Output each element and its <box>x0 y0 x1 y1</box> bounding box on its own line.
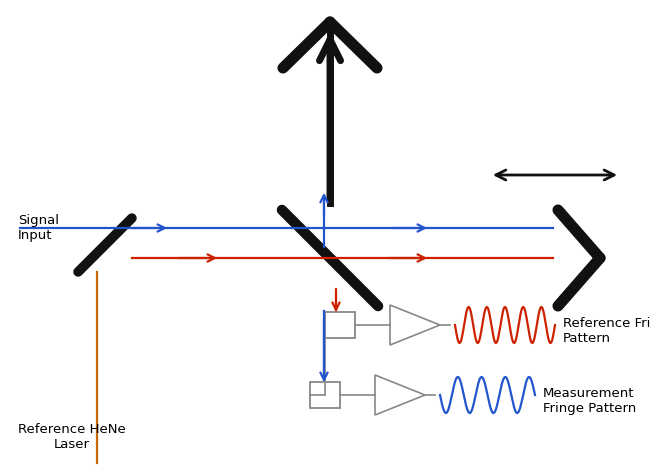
Text: Signal
Input: Signal Input <box>18 214 59 242</box>
Text: Measurement
Fringe Pattern: Measurement Fringe Pattern <box>543 387 636 415</box>
Bar <box>325 312 355 338</box>
Bar <box>310 382 340 408</box>
Text: Reference Fringe
Pattern: Reference Fringe Pattern <box>563 317 650 345</box>
Text: Reference HeNe
Laser: Reference HeNe Laser <box>18 423 125 451</box>
